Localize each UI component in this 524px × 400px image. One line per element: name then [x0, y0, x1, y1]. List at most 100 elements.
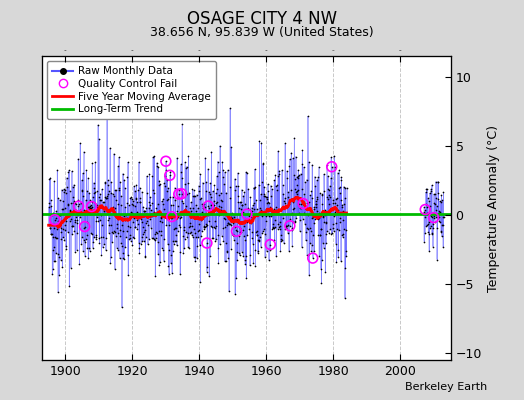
- Point: [258, 230, 266, 236]
- Point: [222, 210, 231, 217]
- Point: [92, 234, 101, 240]
- Point: [169, 238, 178, 244]
- Point: [239, 223, 248, 230]
- Point: [116, 178, 124, 185]
- Point: [69, 200, 77, 206]
- Point: [130, 183, 138, 190]
- Point: [51, 216, 59, 223]
- Point: [252, 197, 260, 204]
- Point: [79, 148, 88, 155]
- Point: [431, 218, 439, 225]
- Point: [106, 260, 115, 267]
- Point: [102, 194, 111, 201]
- Point: [266, 247, 274, 253]
- Point: [291, 186, 300, 192]
- Point: [163, 241, 172, 248]
- Point: [76, 140, 84, 146]
- Point: [149, 154, 157, 160]
- Point: [81, 208, 90, 214]
- Point: [244, 217, 252, 224]
- Point: [125, 202, 133, 208]
- Point: [420, 204, 428, 210]
- Point: [56, 212, 64, 218]
- Point: [201, 204, 209, 210]
- Point: [47, 231, 56, 238]
- Point: [183, 190, 191, 197]
- Point: [321, 219, 330, 225]
- Point: [247, 214, 256, 220]
- Point: [139, 208, 148, 214]
- Point: [271, 183, 280, 190]
- Point: [82, 232, 91, 238]
- Point: [64, 229, 72, 236]
- Point: [238, 202, 247, 208]
- Point: [288, 206, 297, 212]
- Point: [323, 228, 332, 234]
- Point: [308, 162, 316, 168]
- Point: [176, 215, 184, 221]
- Point: [121, 204, 129, 211]
- Point: [263, 194, 271, 200]
- Point: [158, 198, 166, 204]
- Point: [95, 234, 103, 241]
- Point: [431, 191, 440, 198]
- Point: [194, 221, 203, 227]
- Point: [120, 176, 128, 183]
- Point: [235, 250, 243, 256]
- Point: [180, 236, 189, 242]
- Point: [252, 247, 260, 254]
- Point: [333, 226, 342, 233]
- Point: [99, 234, 107, 240]
- Point: [243, 219, 252, 226]
- Point: [209, 209, 217, 215]
- Point: [300, 203, 309, 210]
- Point: [53, 289, 62, 296]
- Point: [94, 136, 103, 142]
- Point: [433, 225, 441, 232]
- Point: [213, 186, 221, 193]
- Point: [289, 155, 297, 162]
- Point: [103, 177, 112, 184]
- Point: [269, 224, 277, 231]
- Point: [432, 194, 440, 201]
- Point: [53, 218, 62, 224]
- Point: [178, 198, 186, 204]
- Point: [152, 162, 161, 169]
- Point: [320, 218, 329, 225]
- Point: [127, 210, 136, 216]
- Point: [132, 195, 140, 202]
- Point: [324, 173, 332, 180]
- Point: [422, 223, 430, 229]
- Point: [323, 196, 332, 202]
- Point: [252, 211, 260, 217]
- Point: [131, 224, 139, 230]
- Point: [94, 122, 102, 128]
- Point: [108, 239, 116, 245]
- Point: [181, 181, 189, 188]
- Point: [276, 218, 284, 225]
- Point: [279, 240, 288, 246]
- Point: [54, 212, 63, 218]
- Point: [264, 188, 272, 194]
- Point: [61, 218, 70, 224]
- Point: [56, 212, 64, 218]
- Point: [180, 227, 188, 233]
- Point: [145, 204, 153, 211]
- Point: [203, 222, 212, 228]
- Point: [138, 219, 146, 226]
- Point: [204, 203, 213, 209]
- Point: [243, 211, 251, 217]
- Point: [151, 230, 159, 237]
- Point: [125, 224, 134, 231]
- Point: [264, 181, 272, 188]
- Point: [69, 183, 77, 190]
- Point: [230, 232, 238, 238]
- Point: [231, 187, 239, 194]
- Point: [259, 191, 268, 197]
- Point: [195, 187, 203, 194]
- Point: [196, 279, 205, 286]
- Point: [85, 245, 94, 252]
- Point: [156, 259, 165, 266]
- Point: [264, 198, 272, 205]
- Point: [333, 170, 342, 176]
